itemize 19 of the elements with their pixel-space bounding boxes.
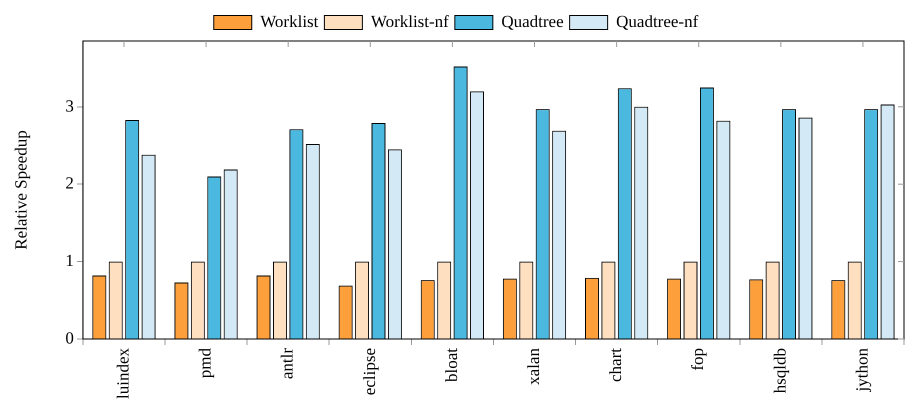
x-tick-label: hsqldb xyxy=(770,348,790,394)
x-tick-label: eclipse xyxy=(360,348,379,396)
legend-label: Worklist-nf xyxy=(370,12,450,31)
y-tick-label: 1 xyxy=(65,251,74,270)
x-tick-label: pmd xyxy=(196,348,215,378)
x-tick-label: luindex xyxy=(113,348,132,400)
legend-label: Worklist xyxy=(260,12,319,31)
y-tick-label: 3 xyxy=(65,96,74,116)
x-tick-label: chart xyxy=(606,348,626,382)
legend-label: Quadtree-nf xyxy=(616,12,699,31)
y-axis-title: Relative Speedup xyxy=(12,130,31,250)
y-tick-label: 2 xyxy=(65,174,74,193)
x-tick-label: fop xyxy=(688,348,708,371)
x-tick-label: antlr xyxy=(278,348,297,380)
x-tick-label: jython xyxy=(852,348,872,392)
y-tick-label: 0 xyxy=(65,328,74,348)
legend-label: Quadtree xyxy=(501,12,564,31)
x-tick-label: xalan xyxy=(524,348,543,385)
x-tick-label: bloat xyxy=(442,348,461,382)
